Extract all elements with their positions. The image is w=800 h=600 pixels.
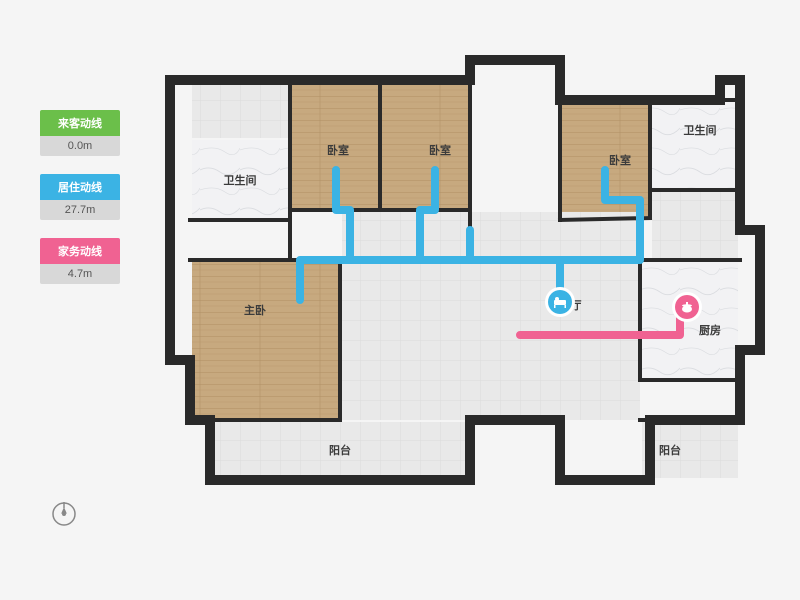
compass-icon [50, 500, 78, 528]
room-label: 卧室 [327, 142, 349, 158]
living-path-icon [548, 290, 572, 314]
chore-path-icon [675, 295, 699, 319]
legend-value: 0.0m [40, 136, 120, 156]
legend-value: 27.7m [40, 200, 120, 220]
room-label: 厨房 [699, 322, 721, 338]
legend-label: 家务动线 [40, 238, 120, 264]
room-label: 阳台 [329, 442, 351, 458]
room-label: 主卧 [244, 302, 266, 318]
room-label: 卫生间 [224, 172, 257, 188]
floorplan-canvas: 来客动线0.0m居住动线27.7m家务动线4.7m 卧室卧室卧室卫生间卫生间主卧… [0, 0, 800, 600]
legend-item-living: 居住动线27.7m [40, 174, 120, 220]
room-label: 卧室 [609, 152, 631, 168]
room-label: 卫生间 [684, 122, 717, 138]
legend-label: 来客动线 [40, 110, 120, 136]
legend-value: 4.7m [40, 264, 120, 284]
room-label: 阳台 [659, 442, 681, 458]
room-label: 卧室 [429, 142, 451, 158]
legend-label: 居住动线 [40, 174, 120, 200]
legend: 来客动线0.0m 居住动线27.7m 家务动线4.7m [40, 110, 120, 302]
legend-item-chore: 家务动线4.7m [40, 238, 120, 284]
legend-item-guest: 来客动线0.0m [40, 110, 120, 156]
